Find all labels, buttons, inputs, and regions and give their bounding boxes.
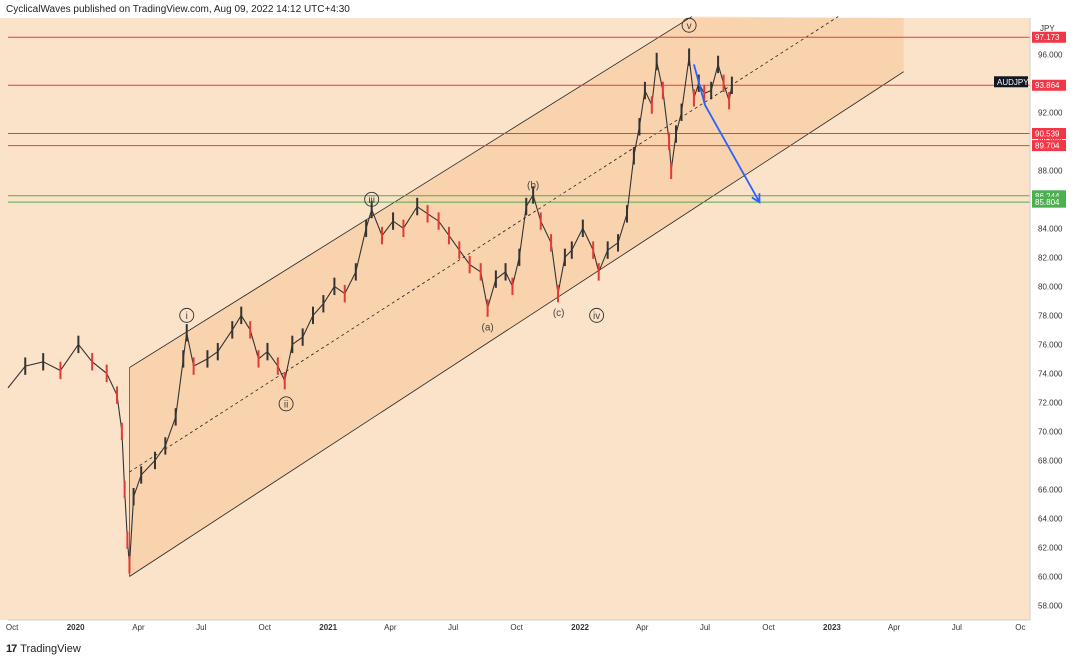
y-axis-panel (1030, 0, 1080, 640)
wave-label: ii (278, 396, 294, 412)
horizontal-levels[interactable] (8, 36, 1030, 203)
wave-label-text: iii (368, 195, 375, 206)
plot-left-strip (0, 18, 8, 620)
tradingview-brand: TradingView (20, 643, 81, 655)
y-tick-label: 60.000 (1038, 572, 1063, 581)
wave-label-text: i (186, 311, 188, 322)
x-tick-label: 2021 (319, 623, 337, 632)
y-tick-label: 58.000 (1038, 601, 1063, 610)
x-tick-label: Apr (384, 623, 397, 632)
wave-label-text: iv (593, 311, 600, 322)
level-badge-0[interactable]: 97.173 (1032, 31, 1066, 43)
wave-label-text: (b) (527, 180, 539, 191)
level-badge-text: 89.704 (1035, 142, 1060, 151)
wave-circle (278, 396, 294, 412)
level-badge-bg (1032, 190, 1066, 202)
currency-label: JPY (1040, 24, 1055, 33)
level-badge-text: 86.244 (1035, 192, 1060, 201)
y-tick-label: 82.000 (1038, 253, 1063, 262)
y-tick-label: 78.000 (1038, 311, 1063, 320)
level-badge-5[interactable]: 85.804 (1032, 196, 1066, 208)
y-tick-label: 74.000 (1038, 369, 1063, 378)
x-tick-label: Jul (196, 623, 206, 632)
level-badge-text: 85.804 (1035, 198, 1060, 207)
publish-header-text: CyclicalWaves published on TradingView.c… (6, 4, 350, 15)
wave-label: (b) (527, 180, 539, 191)
x-tick-label: 2023 (823, 623, 841, 632)
wave-label: iv (589, 307, 605, 323)
wave-label: (a) (481, 322, 493, 333)
x-tick-label: Apr (636, 623, 649, 632)
y-tick-label: 88.000 (1038, 166, 1063, 175)
x-tick-label: Oc (1015, 623, 1025, 632)
x-tick-label: Oct (762, 623, 775, 632)
y-tick-label: 68.000 (1038, 456, 1063, 465)
symbol-badge-bg (994, 76, 1028, 88)
y-tick-label: 96.000 (1038, 50, 1063, 59)
level-badge-text: 90.539 (1035, 129, 1060, 138)
wave-label-text: (a) (481, 322, 493, 333)
y-tick-label: 80.000 (1038, 282, 1063, 291)
channel-lower-line[interactable] (129, 71, 904, 577)
channel-upper-line[interactable] (129, 16, 693, 368)
price-channel[interactable] (129, 16, 904, 577)
x-tick-label: Jul (700, 623, 710, 632)
y-tick-label: 62.000 (1038, 543, 1063, 552)
y-tick-label: 84.000 (1038, 224, 1063, 233)
x-tick-label: Jul (448, 623, 458, 632)
wave-circle (179, 307, 195, 323)
y-axis[interactable]: JPY 58.000 60.000 62.000 64.000 66.000 68.000 7… (994, 0, 1080, 640)
y-tick-label: 76.000 (1038, 340, 1063, 349)
projection-arrow[interactable] (693, 64, 761, 204)
y-tick-label: 92.000 (1038, 108, 1063, 117)
wave-label-text: v (687, 21, 692, 32)
level-badge-bg (1032, 31, 1066, 43)
publish-header: CyclicalWaves published on TradingView.c… (6, 4, 350, 15)
x-tick-label: Apr (888, 623, 901, 632)
x-tick-label: Oct (510, 623, 523, 632)
projection-path[interactable] (693, 64, 761, 203)
level-badge-bg (1032, 79, 1066, 91)
symbol-badge-text: AUDJPY (997, 78, 1029, 87)
x-tick-label: Jul (952, 623, 962, 632)
y-tick-label: 66.000 (1038, 485, 1063, 494)
level-badge-3[interactable]: 89.704 (1032, 140, 1066, 152)
level-badge-bg (1032, 196, 1066, 208)
wave-circle (364, 191, 380, 207)
wave-label: i (179, 307, 195, 323)
wave-circle (589, 307, 605, 323)
y-tick-label: 72.000 (1038, 398, 1063, 407)
level-badge-2[interactable]: 90.539 (1032, 127, 1066, 139)
level-badge-bg (1032, 140, 1066, 152)
x-axis[interactable]: Oct 2020 Apr Jul Oct 2021 Apr Jul Oct 2022 Apr Jul O… (0, 619, 1080, 640)
x-tick-label: 2020 (67, 623, 85, 632)
level-badge-1[interactable]: 93.864 (1032, 79, 1066, 91)
wave-label: (c) (553, 308, 565, 319)
wave-label-text: ii (284, 399, 288, 410)
x-tick-label: Oct (258, 623, 271, 632)
channel-mid-line[interactable] (129, 16, 839, 473)
x-tick-label: Oct (6, 623, 19, 632)
wave-label: v (681, 17, 697, 33)
price-series (7, 48, 733, 574)
x-tick-label: Apr (132, 623, 145, 632)
wave-circle (681, 17, 697, 33)
tradingview-footer[interactable]: 17 TradingView (6, 643, 81, 655)
y-tick-label: 64.000 (1038, 514, 1063, 523)
level-badge-text: 97.173 (1035, 33, 1060, 42)
wave-label-text: (c) (553, 308, 565, 319)
tradingview-logo-icon: 17 (6, 643, 17, 655)
y-tick-label: 70.000 (1038, 427, 1063, 436)
level-badge-text: 93.864 (1035, 81, 1060, 90)
x-axis-panel (0, 620, 1080, 640)
channel-fill (129, 16, 904, 577)
wave-label: iii (364, 191, 380, 207)
symbol-badge[interactable]: AUDJPY (994, 76, 1029, 88)
x-tick-label: 2022 (571, 623, 589, 632)
level-badge-4[interactable]: 86.244 (1032, 190, 1066, 202)
projection-arrowhead-icon (751, 193, 761, 204)
level-badge-bg (1032, 127, 1066, 139)
